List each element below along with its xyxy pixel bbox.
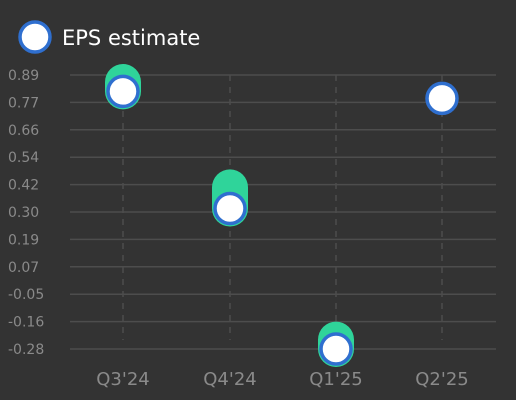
y-tick-label: 0.54 (8, 150, 39, 166)
x-tick-label: Q2'25 (415, 369, 468, 390)
estimate-marker (106, 74, 140, 109)
y-tick-label: -0.28 (8, 342, 44, 358)
estimate-marker (319, 332, 353, 366)
y-tick-label: 0.19 (8, 232, 39, 248)
legend[interactable]: EPS estimate (18, 20, 200, 54)
legend-label: EPS estimate (62, 26, 200, 50)
grid-layer (70, 74, 496, 350)
x-axis-ticks: Q3'24 Q4'24 Q1'25 Q2'25 (96, 369, 468, 390)
estimate-marker (213, 191, 247, 226)
y-tick-label: 0.89 (8, 68, 39, 84)
estimate-markers (106, 74, 459, 366)
legend-marker (18, 20, 52, 54)
y-tick-label: 0.77 (8, 95, 39, 111)
y-tick-label: 0.07 (8, 260, 39, 276)
x-tick-label: Q4'24 (203, 369, 256, 390)
y-tick-label: 0.30 (8, 205, 39, 221)
x-tick-label: Q1'25 (309, 369, 362, 390)
y-tick-label: 0.42 (8, 178, 39, 194)
y-axis-ticks: 0.89 0.77 0.66 0.54 0.42 0.30 0.19 0.07 -0.05 -0.… (8, 68, 44, 358)
y-tick-label: -0.05 (8, 287, 44, 303)
y-tick-label: -0.16 (8, 315, 44, 331)
x-tick-label: Q3'24 (96, 369, 149, 390)
y-tick-label: 0.66 (8, 123, 39, 139)
estimate-marker (425, 81, 459, 116)
